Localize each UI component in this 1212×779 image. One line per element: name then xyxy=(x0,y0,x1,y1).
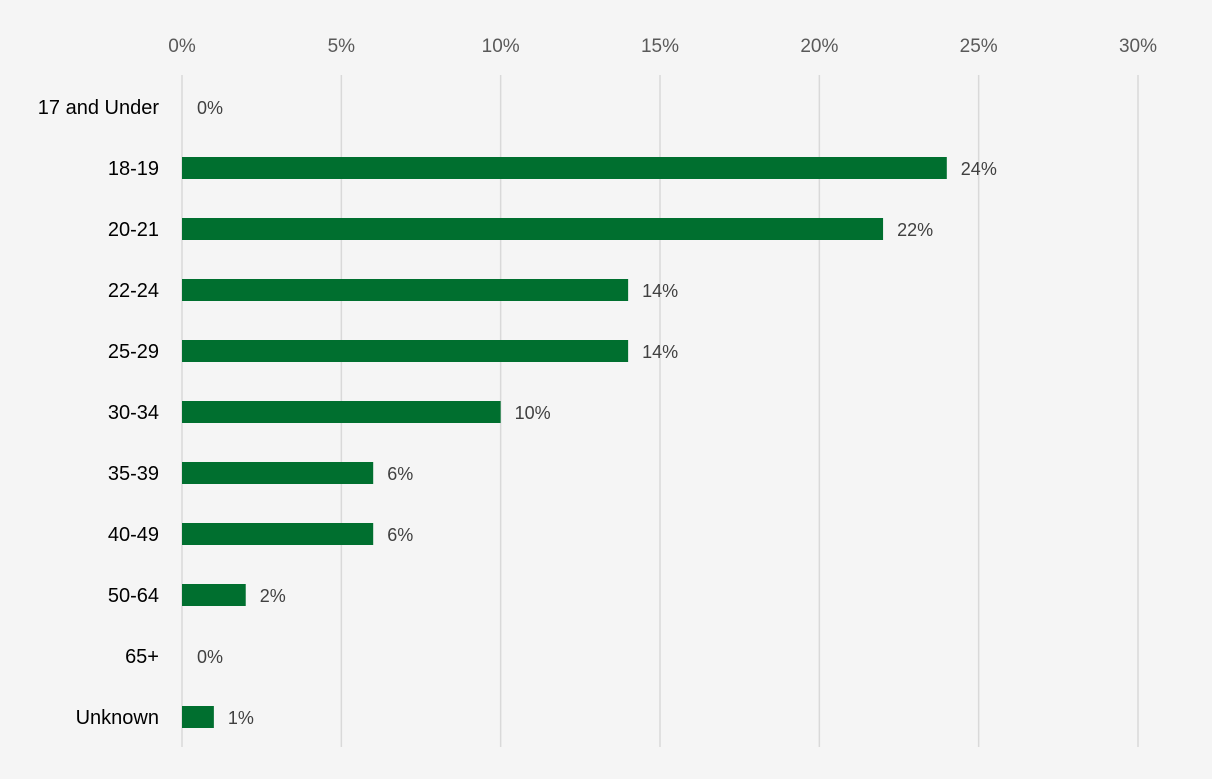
category-label: Unknown xyxy=(76,707,159,729)
category-label: 40-49 xyxy=(108,524,159,546)
bar xyxy=(182,218,884,240)
x-tick-label: 25% xyxy=(960,36,998,57)
data-label: 1% xyxy=(228,708,254,728)
x-tick-label: 15% xyxy=(641,36,679,57)
data-label: 22% xyxy=(897,220,933,240)
x-tick-label: 20% xyxy=(800,36,838,57)
bar xyxy=(182,279,629,301)
bar xyxy=(182,706,214,728)
bar xyxy=(182,157,947,179)
x-tick-label: 5% xyxy=(328,36,356,57)
data-label: 2% xyxy=(260,586,286,606)
bar xyxy=(182,340,629,362)
category-label: 22-24 xyxy=(108,280,159,302)
category-label: 25-29 xyxy=(108,341,159,363)
category-labels: 17 and Under 18-19 20-21 22-24 25-29 30-34 35-… xyxy=(38,97,160,729)
bar xyxy=(182,584,246,606)
data-labels: 0% 24% 22% 14% 14% 10% 6% 6% 2% 0% 1% xyxy=(197,98,997,728)
category-label: 65+ xyxy=(125,646,159,668)
x-axis-tick-labels: 0% 5% 10% 15% 20% 25% 30% xyxy=(168,36,1157,57)
data-label: 24% xyxy=(961,159,997,179)
data-label: 0% xyxy=(197,647,223,667)
data-label: 14% xyxy=(642,281,678,301)
x-tick-label: 10% xyxy=(482,36,520,57)
x-tick-label: 30% xyxy=(1119,36,1157,57)
category-label: 50-64 xyxy=(108,585,159,607)
category-label: 20-21 xyxy=(108,219,159,241)
data-label: 0% xyxy=(197,98,223,118)
category-label: 18-19 xyxy=(108,158,159,180)
category-label: 35-39 xyxy=(108,463,159,485)
bar xyxy=(182,401,501,423)
data-label: 10% xyxy=(515,403,551,423)
category-label: 17 and Under xyxy=(38,97,160,119)
bar xyxy=(182,462,374,484)
data-label: 6% xyxy=(387,525,413,545)
bars xyxy=(182,157,947,728)
data-label: 6% xyxy=(387,464,413,484)
x-tick-label: 0% xyxy=(168,36,196,57)
category-label: 30-34 xyxy=(108,402,159,424)
data-label: 14% xyxy=(642,342,678,362)
bar xyxy=(182,523,374,545)
